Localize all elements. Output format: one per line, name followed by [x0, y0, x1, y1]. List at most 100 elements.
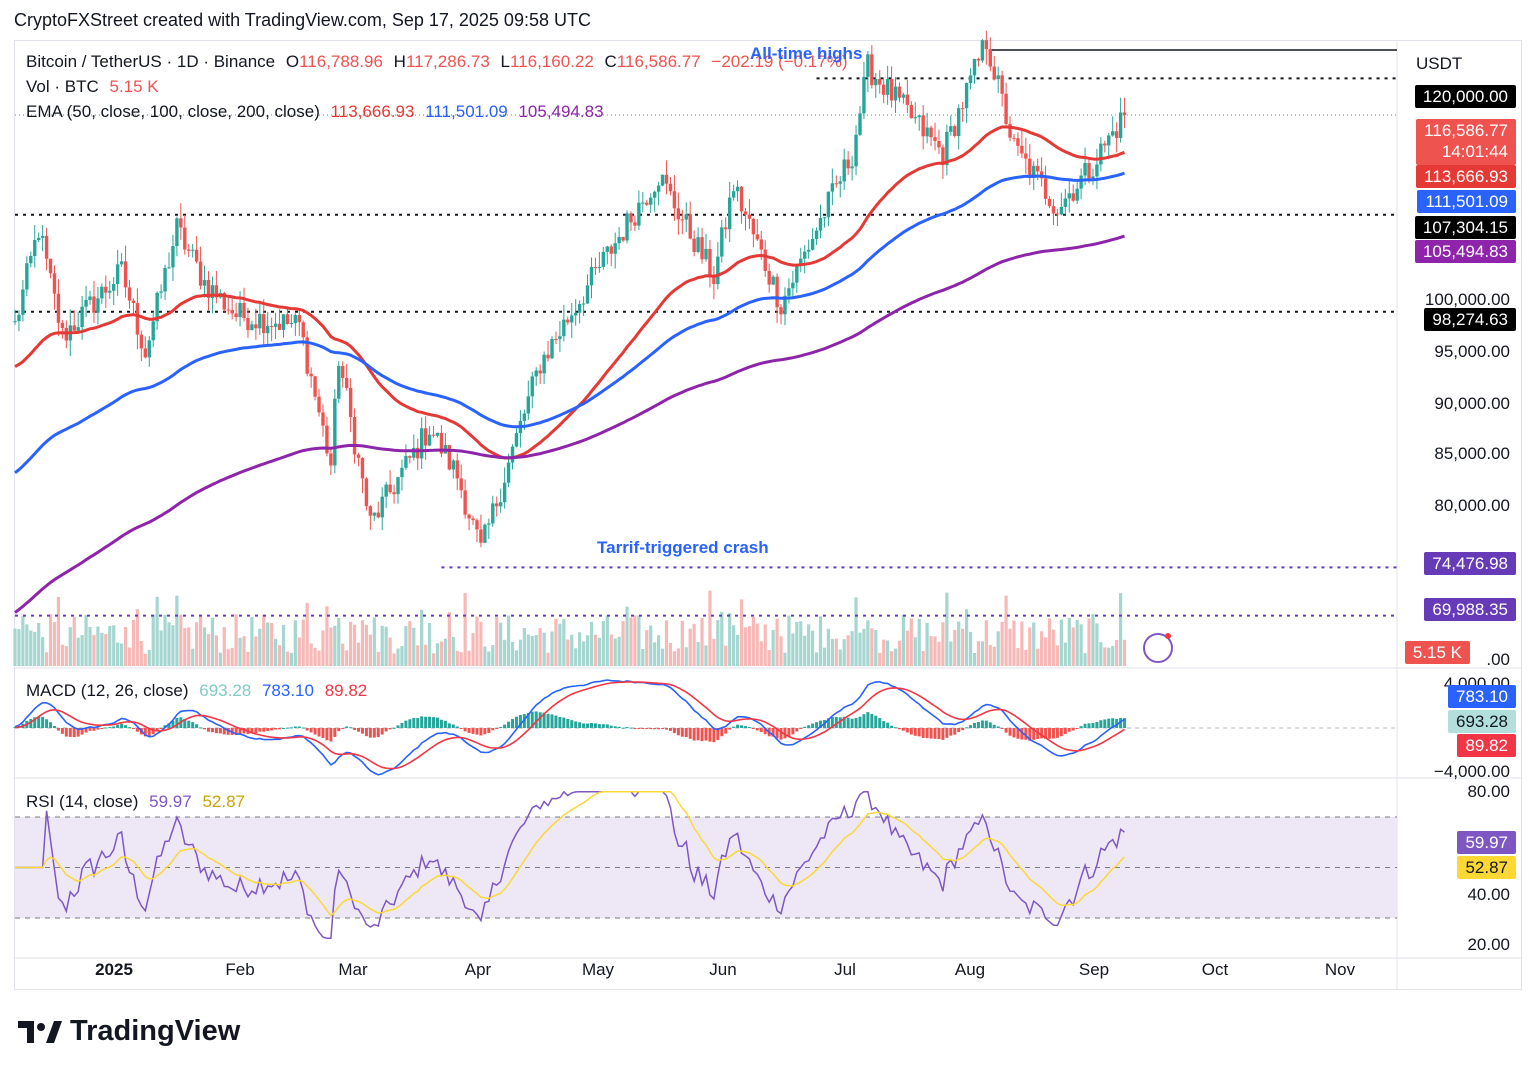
candle-body [84, 300, 88, 307]
macd-hist-bar [289, 727, 293, 729]
candle-body [795, 264, 799, 283]
candle-body [727, 197, 732, 230]
macd-hist-bar [1083, 723, 1087, 728]
candle-body [992, 66, 996, 80]
macd-hist-bar [582, 723, 586, 728]
header-note: CryptoFXStreet created with TradingView.… [14, 10, 591, 30]
volume-bar [281, 625, 286, 666]
macd-hist-bar [432, 717, 436, 728]
volume-bar [1047, 618, 1052, 666]
macd-hist-bar [657, 728, 661, 730]
macd-hist-bar [222, 728, 226, 735]
macd-hist-bar [917, 728, 921, 737]
macd-legend-label: MACD (12, 26, close) [26, 681, 189, 700]
candle-body [13, 321, 17, 323]
candle-body [720, 227, 724, 257]
candle-body [467, 514, 471, 519]
macd-hist-bar [384, 728, 388, 732]
volume-bar [893, 648, 898, 666]
volume-bar [333, 625, 337, 666]
candle-body [376, 512, 380, 518]
volume-bar [84, 615, 88, 666]
candle-body [846, 159, 850, 169]
legend-ema100: 111,501.09 [425, 102, 508, 121]
macd-hist-bar [680, 728, 684, 737]
macd-hist-bar [988, 722, 992, 728]
macd-hist-bar [870, 713, 874, 728]
candle-body [254, 324, 258, 329]
time-tick-jun: Jun [709, 960, 737, 979]
macd-hist-bar [724, 728, 728, 734]
candle-body [297, 315, 301, 323]
legend-open: 116,788.96 [299, 52, 383, 71]
volume-bar [1063, 642, 1067, 666]
candle-body [337, 366, 341, 399]
volume-bar [68, 627, 72, 666]
ema200-line [14, 234, 1125, 614]
volume-bar [775, 618, 779, 666]
volume-bar [716, 620, 720, 666]
macd-hist-bar [479, 728, 483, 736]
candle-body [510, 446, 515, 463]
macd-hist-bar [838, 717, 842, 728]
level-label-98274: 98,274.63 [1424, 308, 1516, 331]
candle-body [305, 337, 309, 374]
volume-bar [44, 652, 49, 666]
macd-hist-bar [1119, 717, 1123, 728]
candle-body [889, 79, 894, 101]
candle-body [601, 251, 606, 267]
volume-bar [921, 651, 925, 666]
macd-hist-bar [1028, 728, 1032, 741]
tradingview-logo[interactable]: TradingView [18, 1015, 240, 1048]
candle-body [96, 298, 100, 313]
macd-hist-bar [921, 728, 925, 738]
volume-bar [913, 637, 917, 666]
candle-body [447, 445, 452, 470]
macd-hist-bar [597, 724, 601, 728]
macd-hist-bar [60, 728, 64, 734]
macd-hist-bar [518, 715, 522, 728]
macd-hist-bar [601, 724, 605, 728]
last-price-value: 116,586.77 [1424, 121, 1508, 140]
candle-body [716, 256, 720, 285]
macd-hist-bar [388, 728, 392, 730]
currency-label[interactable]: USDT [1416, 54, 1463, 73]
volume-bar [262, 614, 266, 666]
macd-hist-bar [589, 722, 593, 728]
macd-hist-bar [435, 717, 439, 728]
macd-hist-bar [321, 728, 325, 739]
candle-body [384, 484, 388, 497]
volume-bar [1016, 648, 1020, 666]
candle-body [119, 261, 124, 265]
chart-frame[interactable] [14, 40, 1522, 990]
tradingview-logo-icon [18, 1020, 62, 1043]
volume-bar [1115, 640, 1119, 666]
candle-body [309, 373, 313, 377]
macd-hist-bar [396, 725, 400, 728]
volume-bar [878, 652, 882, 666]
candle-body [862, 76, 866, 114]
volume-bar [258, 628, 262, 666]
candle-body [858, 113, 862, 135]
volume-bar [771, 630, 775, 666]
legend-ohlc: Bitcoin / TetherUS · 1D · Binance O116,7… [26, 52, 854, 72]
volume-bar [830, 638, 834, 666]
candle-body [487, 523, 491, 525]
macd-value-label: 783.10 [1448, 685, 1516, 708]
macd-hist-bar [199, 727, 203, 729]
macd-hist-bar [1051, 728, 1055, 739]
candle-body [187, 249, 191, 251]
candle-body [668, 183, 673, 192]
volume-bar [700, 618, 704, 666]
candle-body [1099, 143, 1103, 165]
macd-hist-bar [337, 728, 341, 732]
volume-bar [499, 622, 503, 666]
macd-hist-bar [424, 716, 428, 728]
volume-bar [834, 638, 838, 666]
candle-body [40, 235, 45, 238]
candle-body [194, 249, 199, 262]
macd-hist-bar [712, 728, 716, 743]
macd-hist-bar [973, 722, 977, 728]
macd-hist-bar [854, 717, 858, 728]
